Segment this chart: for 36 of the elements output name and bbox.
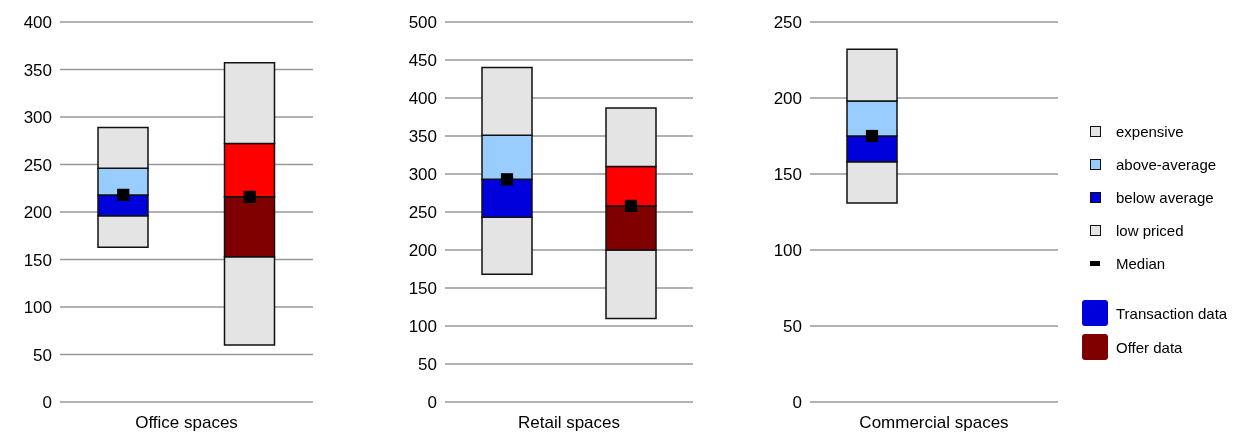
y-tick-label: 400	[408, 89, 437, 109]
y-tick-label: 250	[23, 155, 52, 175]
y-tick-label: 350	[23, 60, 52, 80]
y-tick-label: 350	[408, 127, 437, 147]
legend-label: expensive	[1116, 123, 1184, 140]
y-tick-label: 50	[783, 317, 802, 337]
legend-label: Median	[1116, 255, 1166, 272]
y-tick-label: 250	[408, 203, 437, 223]
text: Transaction data	[1116, 304, 1228, 322]
y-tick-label: 450	[408, 51, 437, 71]
x-axis-title: Office spaces	[134, 413, 239, 433]
y-tick-label: 150	[773, 165, 802, 185]
y-tick-label: 200	[773, 89, 802, 109]
y-tick-label: 300	[408, 165, 437, 185]
y-tick-label: 100	[773, 241, 802, 261]
y-tick-label: 100	[23, 298, 52, 318]
x-axis-title: Commercial spaces	[858, 413, 1010, 433]
y-tick-label: 50	[418, 355, 437, 375]
y-tick-label: 400	[23, 13, 52, 33]
y-tick-label: 0	[427, 393, 437, 413]
legend-label: above-average	[1116, 156, 1217, 173]
y-tick-label: 500	[408, 13, 437, 33]
y-tick-label: 0	[792, 393, 802, 413]
legend-label: low priced	[1116, 222, 1184, 239]
y-tick-label: 0	[42, 393, 52, 413]
y-tick-label: 300	[23, 108, 52, 128]
y-tick-label: 250	[773, 13, 802, 33]
y-tick-label: 150	[408, 279, 437, 299]
y-tick-label: 100	[408, 317, 437, 337]
y-tick-label: 200	[23, 203, 52, 223]
x-axis-title: Retail spaces	[516, 413, 622, 433]
y-tick-label: 200	[408, 241, 437, 261]
text: Offer data	[1116, 338, 1183, 356]
y-tick-label: 50	[33, 345, 52, 365]
y-tick-label: 150	[23, 250, 52, 270]
legend-label: below average	[1116, 189, 1214, 206]
